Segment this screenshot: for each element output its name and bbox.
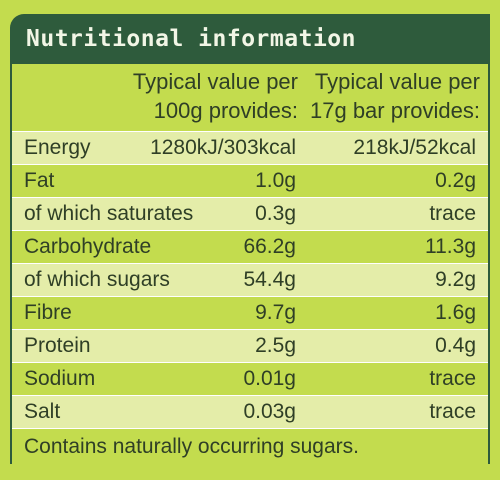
value-per-100g: 1.0g [255,169,296,192]
nutrient-label: Sodium [24,367,96,390]
footnote: Contains naturally occurring sugars. [12,428,488,464]
column-header-per-100g: Typical value per 100g provides: [112,64,298,135]
value-per-bar: 9.2g [435,268,476,291]
nutrient-label: Fat [24,169,55,192]
value-per-100g: 0.03g [243,400,296,423]
value-per-bar: 218kJ/52kcal [353,136,476,159]
value-per-bar: trace [429,367,476,390]
table-row: Salt 0.03g trace [12,395,488,428]
table-row: Energy 1280kJ/303kcal 218kJ/52kcal [12,131,488,164]
column-header-per-bar-text: Typical value per 17g bar provides: [310,69,480,123]
value-per-100g: 0.3g [255,202,296,225]
nutrient-label: of which sugars [24,268,170,291]
nutrient-label: Fibre [24,301,72,324]
table-row: Carbohydrate 66.2g 11.3g [12,230,488,263]
value-per-100g: 66.2g [243,235,296,258]
footnote-text: Contains naturally occurring sugars. [24,434,359,458]
table-row: Fat 1.0g 0.2g [12,164,488,197]
value-per-100g: 54.4g [243,268,296,291]
value-per-bar: 0.2g [435,169,476,192]
value-per-bar: 1.6g [435,301,476,324]
nutrient-label: Salt [24,400,61,423]
nutrition-header: Nutritional information [10,14,490,64]
value-per-100g: 2.5g [255,334,296,357]
panel-title: Nutritional information [26,26,356,52]
nutrient-label: of which saturates [24,202,194,225]
table-row: Protein 2.5g 0.4g [12,329,488,362]
nutrient-label: Carbohydrate [24,235,152,258]
value-per-100g: 0.01g [243,367,296,390]
column-header-per-100g-text: Typical value per 100g provides: [132,69,298,123]
table-row: of which sugars 54.4g 9.2g [12,263,488,296]
value-per-bar: trace [429,202,476,225]
nutrition-table: Typical value per 100g provides: Typical… [10,64,490,464]
table-row: Fibre 9.7g 1.6g [12,296,488,329]
value-per-bar: 11.3g [425,235,476,258]
value-per-bar: trace [429,400,476,423]
value-per-100g: 9.7g [255,301,296,324]
value-per-bar: 0.4g [435,334,476,357]
table-row: Sodium 0.01g trace [12,362,488,395]
column-header-per-bar: Typical value per 17g bar provides: [304,64,480,135]
table-row: of which saturates 0.3g trace [12,197,488,230]
nutrient-label: Protein [24,334,91,357]
nutrient-label: Energy [24,136,91,159]
value-per-100g: 1280kJ/303kcal [150,136,296,159]
